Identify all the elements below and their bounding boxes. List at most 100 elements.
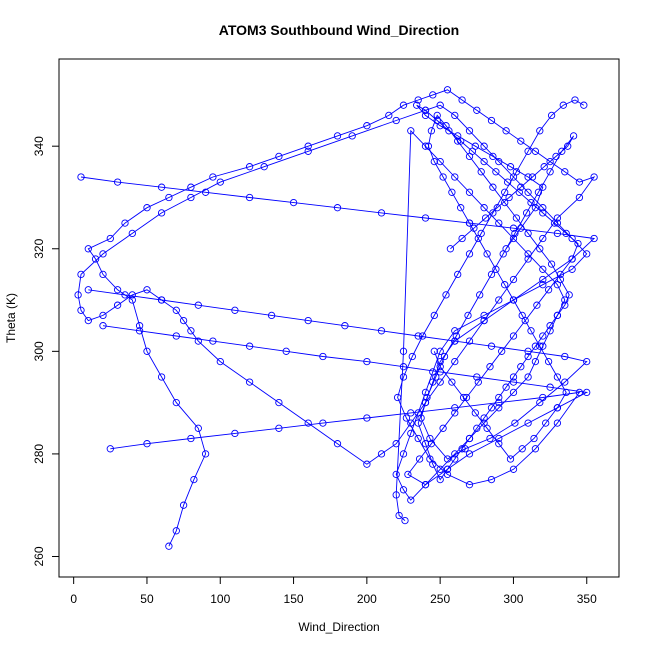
data-point — [157, 373, 166, 381]
data-point — [377, 450, 386, 458]
data-point — [231, 429, 239, 438]
data-point — [524, 229, 532, 238]
data-point — [495, 404, 503, 412]
data-point — [487, 270, 496, 279]
data-point — [439, 173, 447, 181]
y-tick-label: 280 — [32, 444, 46, 464]
data-point — [121, 291, 129, 299]
data-point — [487, 116, 496, 125]
y-tick-label: 340 — [32, 136, 46, 156]
data-point — [517, 183, 525, 191]
data-point — [432, 373, 440, 381]
data-point — [106, 234, 114, 243]
data-point — [559, 101, 567, 109]
data-point — [421, 106, 430, 114]
data-point — [575, 178, 584, 186]
data-point — [77, 173, 85, 181]
data-point — [486, 434, 494, 443]
data-point — [363, 357, 371, 366]
data-point — [121, 219, 129, 227]
series-5 — [106, 96, 588, 489]
data-point — [556, 270, 565, 279]
data-point — [495, 440, 503, 448]
data-point — [436, 368, 444, 376]
data-point — [443, 465, 452, 473]
data-point — [558, 147, 566, 155]
x-tick-label: 100 — [210, 592, 230, 606]
data-point — [452, 332, 460, 340]
x-tick-label: 200 — [357, 592, 377, 606]
data-point — [517, 363, 525, 371]
data-point — [113, 286, 122, 294]
data-point — [486, 363, 494, 371]
data-point — [506, 163, 515, 171]
data-point — [465, 481, 474, 489]
data-point — [157, 209, 166, 217]
data-point — [99, 250, 107, 258]
data-point — [436, 475, 444, 484]
data-point — [436, 363, 444, 371]
data-point — [172, 398, 180, 407]
data-point — [275, 398, 283, 407]
data-point — [433, 111, 441, 120]
data-point — [489, 209, 497, 217]
data-point — [282, 347, 290, 355]
data-point — [84, 286, 92, 294]
data-point — [544, 357, 553, 366]
data-point — [501, 198, 509, 207]
data-point — [502, 383, 510, 391]
data-point — [524, 147, 532, 155]
data-point — [407, 429, 415, 438]
data-point — [421, 214, 430, 222]
data-point — [489, 183, 497, 191]
data-point — [524, 173, 532, 181]
data-point — [462, 393, 471, 402]
data-point — [546, 168, 554, 176]
data-point — [157, 296, 166, 304]
data-point — [552, 152, 560, 161]
data-point — [106, 445, 114, 453]
data-point — [524, 347, 532, 355]
data-point — [363, 414, 371, 422]
series-line — [110, 99, 585, 486]
data-point — [245, 342, 254, 350]
data-point — [561, 378, 569, 386]
data-point — [190, 475, 198, 484]
data-point — [201, 188, 210, 196]
data-point — [84, 316, 92, 325]
data-point — [77, 270, 85, 279]
data-point — [448, 188, 456, 196]
data-point — [539, 204, 547, 212]
data-point — [471, 142, 479, 150]
data-point — [399, 101, 408, 109]
data-point — [583, 357, 591, 366]
data-point — [509, 388, 518, 397]
data-point — [509, 465, 518, 473]
data-point — [461, 445, 469, 453]
data-point — [487, 475, 496, 484]
data-point — [415, 455, 424, 463]
data-point — [502, 127, 510, 135]
data-point — [539, 209, 547, 217]
data-point — [377, 209, 386, 217]
chart-title: ATOM3 Southbound Wind_Direction — [219, 22, 459, 38]
data-point — [477, 229, 485, 238]
data-point — [414, 332, 422, 340]
data-point — [443, 86, 452, 94]
data-point — [179, 501, 188, 509]
data-point — [590, 234, 598, 243]
data-point — [245, 378, 254, 386]
data-point — [553, 311, 562, 320]
data-point — [568, 255, 576, 263]
data-point — [465, 219, 474, 227]
x-tick-label: 300 — [503, 592, 523, 606]
data-point — [480, 316, 488, 325]
data-point — [505, 193, 513, 202]
data-point — [407, 127, 415, 135]
data-point — [430, 157, 438, 166]
data-point — [427, 127, 436, 135]
data-point — [128, 229, 136, 238]
data-point — [187, 193, 195, 202]
series-layer — [74, 86, 598, 550]
data-point — [527, 327, 535, 335]
